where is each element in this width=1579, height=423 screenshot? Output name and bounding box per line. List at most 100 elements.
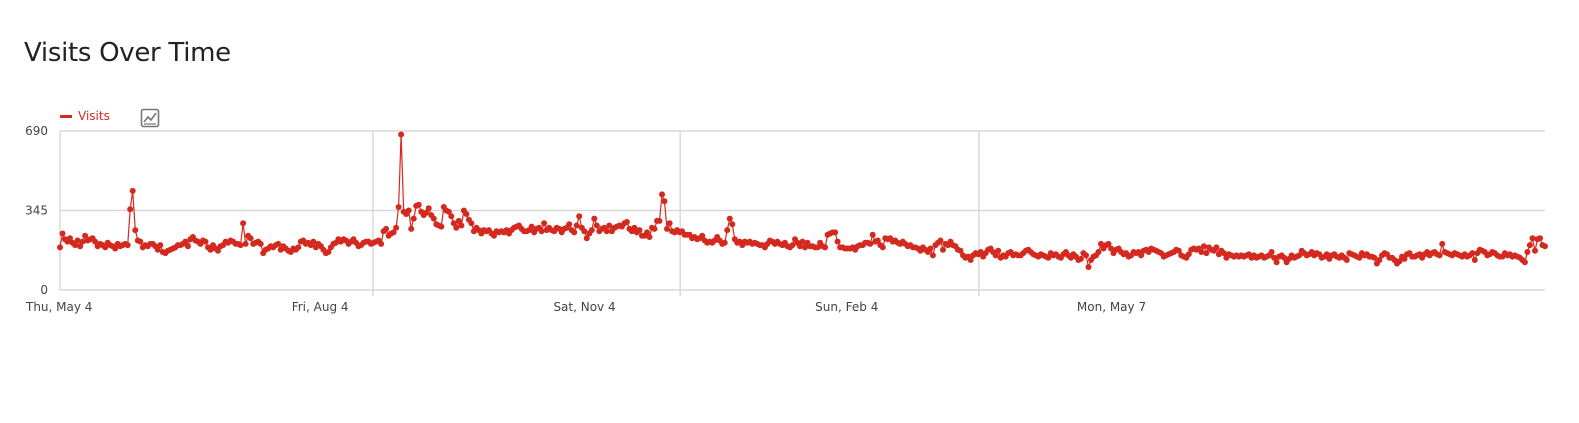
data-point[interactable] bbox=[977, 249, 984, 255]
data-point[interactable] bbox=[666, 220, 673, 227]
data-point[interactable] bbox=[102, 244, 109, 251]
data-point[interactable] bbox=[295, 244, 302, 251]
data-point[interactable] bbox=[1175, 247, 1182, 254]
data-point[interactable] bbox=[789, 242, 796, 249]
data-point[interactable] bbox=[82, 232, 89, 239]
data-point[interactable] bbox=[651, 225, 658, 232]
data-point[interactable] bbox=[1396, 258, 1403, 265]
data-point[interactable] bbox=[1436, 252, 1443, 259]
data-point[interactable] bbox=[867, 240, 874, 247]
data-point[interactable] bbox=[275, 240, 282, 247]
data-point[interactable] bbox=[242, 240, 249, 247]
data-point[interactable] bbox=[1529, 235, 1536, 242]
data-point[interactable] bbox=[207, 246, 214, 253]
data-point[interactable] bbox=[937, 237, 944, 244]
data-point[interactable] bbox=[430, 215, 437, 222]
data-point[interactable] bbox=[491, 232, 497, 239]
data-point[interactable] bbox=[415, 201, 422, 208]
data-point[interactable] bbox=[623, 219, 630, 225]
data-point[interactable] bbox=[408, 225, 415, 232]
data-point[interactable] bbox=[202, 238, 209, 245]
data-point[interactable] bbox=[1213, 244, 1220, 251]
data-point[interactable] bbox=[591, 215, 598, 222]
data-point[interactable] bbox=[1526, 242, 1533, 249]
data-point[interactable] bbox=[929, 252, 936, 259]
data-point[interactable] bbox=[1356, 254, 1363, 261]
data-point[interactable] bbox=[395, 204, 402, 210]
data-point[interactable] bbox=[869, 231, 876, 238]
data-point[interactable] bbox=[74, 237, 81, 244]
data-point[interactable] bbox=[721, 239, 728, 246]
data-point[interactable] bbox=[1296, 252, 1303, 259]
data-point[interactable] bbox=[154, 246, 161, 253]
data-point[interactable] bbox=[112, 245, 119, 252]
data-point[interactable] bbox=[57, 244, 63, 251]
data-point[interactable] bbox=[940, 246, 946, 253]
data-point[interactable] bbox=[927, 245, 934, 252]
data-point[interactable] bbox=[1077, 255, 1084, 262]
data-point[interactable] bbox=[458, 222, 465, 229]
data-point[interactable] bbox=[1105, 240, 1112, 247]
data-point[interactable] bbox=[463, 211, 470, 217]
data-point[interactable] bbox=[79, 238, 86, 245]
data-point[interactable] bbox=[1439, 240, 1446, 247]
data-point[interactable] bbox=[1469, 250, 1476, 257]
data-point[interactable] bbox=[797, 243, 803, 250]
data-point[interactable] bbox=[802, 244, 808, 251]
data-point[interactable] bbox=[1185, 251, 1192, 258]
data-point[interactable] bbox=[1371, 254, 1378, 261]
data-point[interactable] bbox=[571, 229, 578, 236]
data-point[interactable] bbox=[124, 242, 131, 249]
data-point[interactable] bbox=[67, 235, 73, 242]
data-point[interactable] bbox=[573, 222, 580, 229]
data-point[interactable] bbox=[593, 222, 600, 229]
data-point[interactable] bbox=[405, 207, 412, 214]
data-point[interactable] bbox=[240, 220, 247, 227]
data-point[interactable] bbox=[1376, 257, 1383, 263]
data-point[interactable] bbox=[699, 232, 706, 239]
data-point[interactable] bbox=[581, 228, 588, 235]
data-point[interactable] bbox=[455, 217, 462, 224]
data-point[interactable] bbox=[1085, 264, 1092, 270]
data-point[interactable] bbox=[661, 198, 668, 205]
data-point[interactable] bbox=[157, 242, 164, 249]
data-point[interactable] bbox=[184, 243, 191, 250]
data-point[interactable] bbox=[59, 230, 66, 237]
data-point[interactable] bbox=[967, 257, 974, 263]
data-point[interactable] bbox=[448, 213, 455, 220]
data-point[interactable] bbox=[606, 222, 613, 229]
data-point[interactable] bbox=[1542, 243, 1548, 250]
data-point[interactable] bbox=[832, 229, 839, 236]
data-point[interactable] bbox=[1471, 257, 1478, 263]
data-point[interactable] bbox=[257, 240, 264, 247]
data-point[interactable] bbox=[659, 191, 665, 198]
data-point[interactable] bbox=[310, 238, 317, 245]
data-point[interactable] bbox=[528, 223, 535, 230]
data-point[interactable] bbox=[814, 244, 821, 251]
data-point[interactable] bbox=[631, 224, 638, 231]
data-point[interactable] bbox=[874, 237, 881, 244]
data-point[interactable] bbox=[325, 249, 332, 255]
data-point[interactable] bbox=[1095, 249, 1102, 255]
data-point[interactable] bbox=[992, 252, 999, 259]
data-point[interactable] bbox=[995, 247, 1002, 254]
data-point[interactable] bbox=[1138, 252, 1145, 259]
data-point[interactable] bbox=[1521, 259, 1528, 266]
data-point[interactable] bbox=[92, 238, 99, 245]
data-point[interactable] bbox=[1203, 250, 1210, 257]
data-point[interactable] bbox=[425, 205, 432, 212]
data-point[interactable] bbox=[72, 242, 79, 249]
data-point[interactable] bbox=[879, 244, 886, 251]
data-point[interactable] bbox=[1108, 245, 1114, 252]
data-point[interactable] bbox=[1537, 235, 1543, 242]
data-point[interactable] bbox=[1200, 243, 1207, 250]
data-point[interactable] bbox=[129, 187, 136, 194]
data-point[interactable] bbox=[453, 224, 460, 231]
evolution-graph-icon[interactable] bbox=[140, 108, 160, 128]
data-point[interactable] bbox=[646, 234, 653, 240]
data-point[interactable] bbox=[398, 131, 405, 138]
data-point[interactable] bbox=[726, 215, 733, 222]
data-point[interactable] bbox=[1083, 252, 1089, 259]
data-point[interactable] bbox=[603, 228, 610, 235]
data-point[interactable] bbox=[583, 235, 590, 242]
